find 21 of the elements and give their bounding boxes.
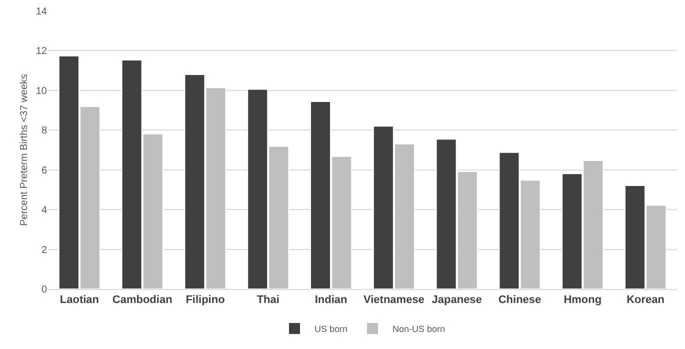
x-tick-label: Japanese <box>432 294 482 306</box>
x-tick-label: Thai <box>256 294 280 306</box>
x-tick-label: Vietnamese <box>363 294 424 306</box>
x-tick-label: Filipino <box>186 294 226 306</box>
legend-label: US born <box>314 324 348 334</box>
y-tick-label: 0 <box>41 284 48 296</box>
y-tick-label: 10 <box>36 86 48 97</box>
x-tick-label: Korean <box>626 294 665 306</box>
x-tick-label: Laotian <box>60 294 100 306</box>
y-tick-label: 6 <box>41 165 48 176</box>
y-tick-label: 2 <box>41 244 48 256</box>
x-tick-label: Hmong <box>564 294 602 306</box>
x-tick-label: Cambodian <box>112 294 173 306</box>
y-tick-label: 4 <box>41 205 48 216</box>
y-tick-label: 12 <box>36 46 48 58</box>
x-tick-label: Chinese <box>498 294 542 306</box>
y-tick-label: 14 <box>36 6 48 18</box>
x-tick-label: Indian <box>314 294 348 306</box>
y-axis-title: Percent Preterm Births <37 weeks <box>18 74 30 226</box>
y-tick-label: 8 <box>41 126 48 137</box>
legend-label: Non-US born <box>392 324 446 334</box>
